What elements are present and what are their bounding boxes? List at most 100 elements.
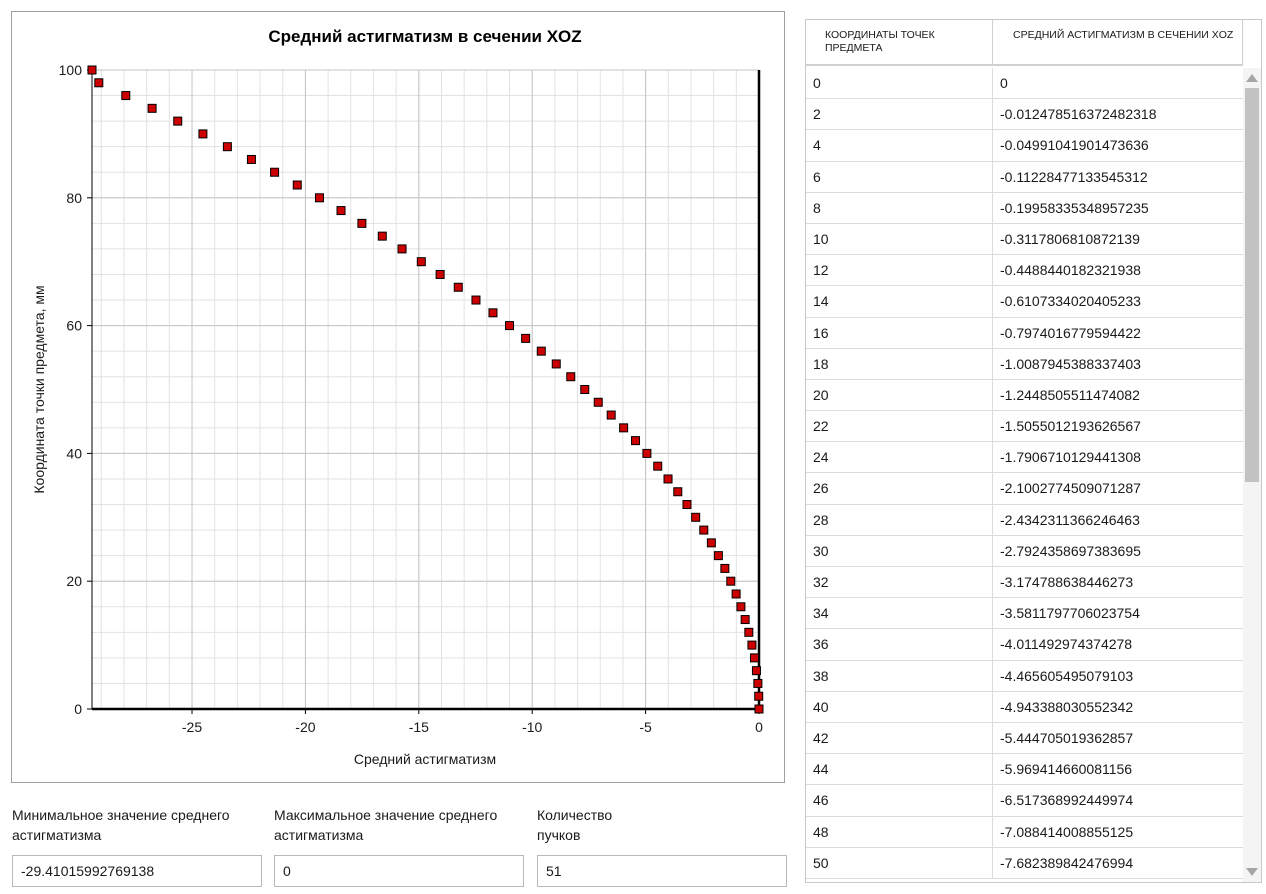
- beam-count-label-text: Количество пучков: [537, 807, 613, 843]
- table-row[interactable]: 16 -0.7974016779594422: [806, 317, 1243, 349]
- table-row[interactable]: 20 -1.2448505511474082: [806, 379, 1243, 412]
- table-row[interactable]: 34 -3.5811797706023754: [806, 598, 1243, 630]
- column-header-coordinates[interactable]: КООРДИНАТЫ ТОЧЕК ПРЕДМЕТА: [806, 20, 993, 64]
- table-row[interactable]: 24 -1.7906710129441308: [806, 442, 1243, 474]
- table-row[interactable]: 40 -4.943388030552342: [806, 691, 1243, 723]
- data-point: [198, 129, 208, 139]
- data-point: [471, 295, 481, 305]
- table-row[interactable]: 18 -1.0087945388337403: [806, 348, 1243, 380]
- min-value-field[interactable]: [12, 855, 262, 887]
- cell-coordinate: 38: [806, 660, 993, 691]
- data-point: [488, 308, 498, 318]
- y-tick-label: 60: [66, 318, 82, 334]
- table-row[interactable]: 44 -5.969414660081156: [806, 754, 1243, 786]
- y-tick-label: 100: [59, 62, 83, 78]
- max-value-field[interactable]: [274, 855, 524, 887]
- y-tick-label: 0: [74, 701, 82, 717]
- data-point: [699, 525, 709, 535]
- cell-coordinate: 32: [806, 567, 993, 598]
- cell-coordinate: 46: [806, 785, 993, 816]
- table-row[interactable]: 38 -4.465605495079103: [806, 660, 1243, 692]
- y-tick-label: 20: [66, 573, 82, 589]
- x-tick-label: -20: [295, 719, 315, 735]
- data-point: [753, 678, 763, 688]
- cell-astigmatism: -7.682389842476994: [1000, 854, 1134, 871]
- data-point: [691, 512, 701, 522]
- x-tick-label: -15: [409, 719, 429, 735]
- cell-astigmatism: 0: [1000, 75, 1008, 91]
- data-point: [606, 410, 616, 420]
- data-point: [147, 103, 157, 113]
- table-row[interactable]: 30 -2.7924358697383695: [806, 535, 1243, 567]
- y-axis-label: Координата точки предмета, мм: [31, 285, 47, 493]
- cell-astigmatism: -1.2448505511474082: [1000, 386, 1140, 403]
- cell-astigmatism: -2.1002774509071287: [1000, 480, 1141, 497]
- data-point: [336, 206, 346, 216]
- cell-coordinate: 10: [806, 223, 993, 255]
- data-point: [751, 666, 761, 676]
- cell-coordinate: 48: [806, 816, 993, 847]
- chart-title: Средний астигматизм в сечении XOZ: [268, 27, 581, 46]
- table-row[interactable]: 28 -2.4342311366246463: [806, 504, 1243, 536]
- table-row[interactable]: 22 -1.5055012193626567: [806, 411, 1243, 443]
- column-header-astigmatism[interactable]: СРЕДНИЙ АСТИГМАТИЗМ В СЕЧЕНИИ XOZ: [993, 20, 1243, 64]
- max-value-label: Максимальное значение среднего астигмати…: [274, 805, 524, 845]
- table-row[interactable]: 14 -0.6107334020405233: [806, 286, 1243, 318]
- table-row[interactable]: 8 -0.19958335348957235: [806, 192, 1243, 224]
- data-point: [713, 551, 723, 561]
- cell-coordinate: 20: [806, 379, 993, 411]
- data-point: [121, 91, 131, 101]
- cell-astigmatism: -1.5055012193626567: [1000, 418, 1141, 435]
- table-row[interactable]: 12 -0.4488440182321938: [806, 255, 1243, 287]
- cell-astigmatism: -1.7906710129441308: [1000, 449, 1141, 466]
- plot-area: [92, 70, 759, 709]
- table-row[interactable]: 10 -0.3117806810872139: [806, 223, 1243, 256]
- table-row[interactable]: 2 -0.012478516372482318: [806, 99, 1243, 131]
- table-row[interactable]: 36 -4.011492974374278: [806, 629, 1243, 661]
- data-point: [87, 65, 97, 75]
- cell-coordinate: 28: [806, 504, 993, 535]
- data-point: [747, 640, 757, 650]
- cell-astigmatism: -2.4342311366246463: [1000, 511, 1140, 528]
- data-point: [246, 154, 256, 164]
- cell-coordinate: 40: [806, 691, 993, 722]
- scroll-thumb[interactable]: [1245, 88, 1259, 482]
- beam-count-label: Количество пучков: [537, 805, 787, 845]
- table-row[interactable]: 42 -5.444705019362857: [806, 722, 1243, 755]
- cell-coordinate: 0: [806, 68, 993, 99]
- table-row[interactable]: 6 -0.11228477133545312: [806, 161, 1243, 193]
- cell-astigmatism: -0.4488440182321938: [1000, 262, 1141, 279]
- min-value-label-text: Минимальное значение среднего астигматиз…: [12, 807, 230, 843]
- cell-coordinate: 34: [806, 598, 993, 629]
- cell-astigmatism: -6.517368992449974: [1000, 792, 1134, 809]
- data-point: [653, 461, 663, 471]
- cell-astigmatism: -3.5811797706023754: [1000, 605, 1140, 622]
- cell-astigmatism: -7.088414008855125: [1000, 823, 1134, 840]
- table-row[interactable]: 48 -7.088414008855125: [806, 816, 1243, 848]
- cell-astigmatism: -4.011492974374278: [1000, 636, 1133, 653]
- data-point: [453, 282, 463, 292]
- scroll-up-arrow-icon[interactable]: [1246, 74, 1258, 82]
- table-row[interactable]: 32 -3.174788638446273: [806, 567, 1243, 599]
- data-point: [740, 615, 750, 625]
- x-tick-label: -5: [639, 719, 652, 735]
- cell-coordinate: 42: [806, 722, 993, 754]
- cell-astigmatism: -0.04991041901473636: [1000, 137, 1149, 154]
- cell-coordinate: 30: [806, 535, 993, 566]
- cell-coordinate: 16: [806, 317, 993, 348]
- data-point: [736, 602, 746, 612]
- beam-count-field[interactable]: [537, 855, 787, 887]
- scroll-down-arrow-icon[interactable]: [1246, 868, 1258, 876]
- table-row[interactable]: 26 -2.1002774509071287: [806, 473, 1243, 505]
- cell-astigmatism: -0.11228477133545312: [1000, 168, 1148, 185]
- table-row[interactable]: 50 -7.682389842476994: [806, 847, 1243, 879]
- data-point: [314, 193, 324, 203]
- table-row[interactable]: 4 -0.04991041901473636: [806, 130, 1243, 162]
- table-row[interactable]: 46 -6.517368992449974: [806, 785, 1243, 817]
- data-point: [749, 653, 759, 663]
- vertical-scrollbar[interactable]: [1243, 68, 1261, 882]
- data-point: [270, 167, 280, 177]
- astigmatism-chart: -25 -20 -15 -10 -5 0 0 20 40 60 80 100 Средний астиг…: [31, 27, 764, 767]
- cell-astigmatism: -0.19958335348957235: [1000, 199, 1149, 216]
